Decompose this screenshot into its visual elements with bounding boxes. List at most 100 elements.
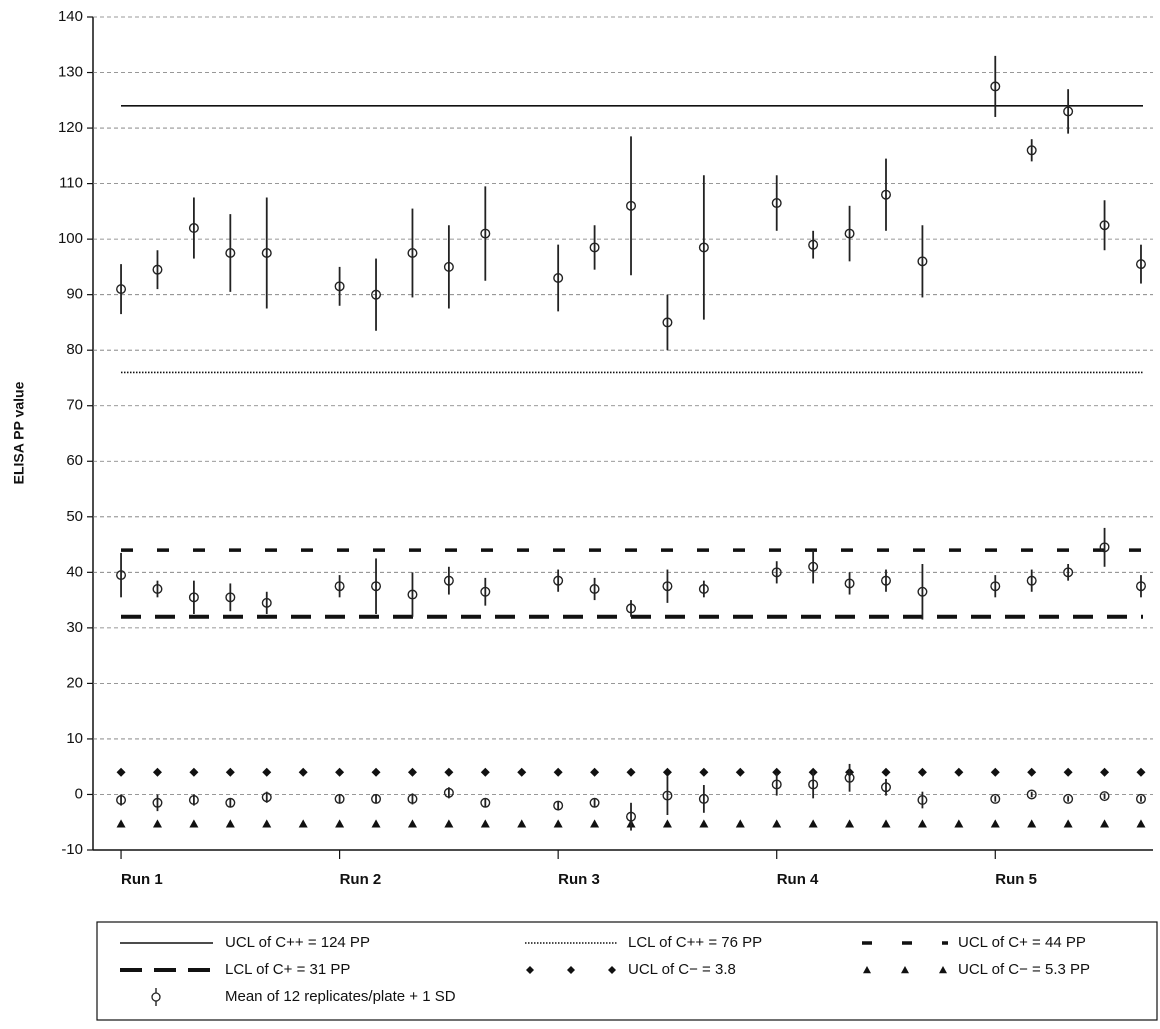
mean-point bbox=[844, 578, 855, 589]
diamond-marker bbox=[881, 767, 891, 777]
mean-point bbox=[1063, 567, 1074, 578]
mean-point bbox=[589, 797, 600, 808]
diamond-marker bbox=[1136, 767, 1146, 777]
mean-point bbox=[589, 242, 600, 253]
diamond-marker bbox=[699, 767, 709, 777]
legend-swatch bbox=[863, 966, 871, 974]
y-tick-label: -10 bbox=[61, 841, 83, 858]
mean-point bbox=[662, 317, 673, 328]
mean-point bbox=[1063, 793, 1074, 804]
diamond-marker bbox=[735, 767, 745, 777]
mean-point bbox=[880, 575, 891, 586]
diamond-marker bbox=[262, 767, 272, 777]
triangle-marker bbox=[881, 819, 891, 828]
mean-point bbox=[771, 567, 782, 578]
diamond-marker bbox=[225, 767, 235, 777]
mean-point bbox=[480, 228, 491, 239]
mean-point bbox=[771, 198, 782, 209]
triangle-marker bbox=[116, 819, 126, 828]
triangle-marker bbox=[262, 819, 272, 828]
mean-point bbox=[188, 592, 199, 603]
mean-point bbox=[880, 189, 891, 200]
mean-point bbox=[371, 793, 382, 804]
triangle-marker bbox=[662, 819, 672, 828]
diamond-marker bbox=[152, 767, 162, 777]
mean-point bbox=[443, 261, 454, 272]
y-tick-label: 70 bbox=[66, 397, 83, 414]
triangle-marker bbox=[917, 819, 927, 828]
y-tick-label: 110 bbox=[59, 175, 83, 192]
triangle-marker bbox=[152, 819, 162, 828]
x-tick-label: Run 1 bbox=[121, 871, 163, 888]
mean-point bbox=[880, 782, 891, 793]
triangle-marker bbox=[407, 819, 417, 828]
triangle-marker bbox=[444, 819, 454, 828]
diamond-marker bbox=[116, 767, 126, 777]
mean-point bbox=[116, 795, 127, 806]
diamond-marker bbox=[954, 767, 964, 777]
y-tick-label: 60 bbox=[66, 452, 83, 469]
diamond-marker bbox=[517, 767, 527, 777]
mean-point bbox=[990, 81, 1001, 92]
triangle-marker bbox=[1100, 819, 1110, 828]
mean-point bbox=[553, 575, 564, 586]
mean-point bbox=[917, 795, 928, 806]
mean-point bbox=[662, 581, 673, 592]
mean-point bbox=[771, 779, 782, 790]
mean-point bbox=[553, 800, 564, 811]
mean-point bbox=[626, 200, 637, 211]
mean-point bbox=[844, 772, 855, 783]
mean-point bbox=[225, 248, 236, 259]
legend-label: UCL of C− = 3.8 bbox=[628, 961, 736, 978]
y-tick-label: 30 bbox=[66, 619, 83, 636]
mean-point bbox=[407, 248, 418, 259]
mean-point bbox=[116, 570, 127, 581]
triangle-marker bbox=[371, 819, 381, 828]
diamond-marker bbox=[772, 767, 782, 777]
mean-point bbox=[626, 811, 637, 822]
legend-swatch bbox=[939, 966, 947, 974]
mean-point bbox=[152, 583, 163, 594]
legend-label: UCL of C++ = 124 PP bbox=[225, 934, 370, 951]
mean-point bbox=[1135, 581, 1146, 592]
y-tick-label: 140 bbox=[58, 8, 83, 25]
mean-point bbox=[480, 797, 491, 808]
mean-point bbox=[152, 264, 163, 275]
x-tick-label: Run 5 bbox=[995, 871, 1037, 888]
triangle-marker bbox=[735, 819, 745, 828]
mean-point bbox=[990, 793, 1001, 804]
triangle-marker bbox=[1027, 819, 1037, 828]
triangle-marker bbox=[990, 819, 1000, 828]
mean-point bbox=[334, 281, 345, 292]
triangle-marker bbox=[808, 819, 818, 828]
diamond-marker bbox=[590, 767, 600, 777]
mean-point bbox=[698, 242, 709, 253]
mean-point bbox=[261, 792, 272, 803]
triangle-marker bbox=[772, 819, 782, 828]
mean-point bbox=[261, 248, 272, 259]
mean-point bbox=[990, 581, 1001, 592]
diamond-marker bbox=[371, 767, 381, 777]
mean-point bbox=[1135, 259, 1146, 270]
y-tick-label: 100 bbox=[58, 230, 83, 247]
triangle-marker bbox=[954, 819, 964, 828]
mean-point bbox=[662, 790, 673, 801]
diamond-marker bbox=[1100, 767, 1110, 777]
mean-point bbox=[1063, 106, 1074, 117]
diamond-marker bbox=[553, 767, 563, 777]
mean-point bbox=[225, 797, 236, 808]
mean-point bbox=[261, 597, 272, 608]
legend-label: UCL of C− = 5.3 PP bbox=[958, 961, 1090, 978]
legend-swatch bbox=[567, 966, 575, 974]
mean-point bbox=[1026, 145, 1037, 156]
triangle-marker bbox=[553, 819, 563, 828]
x-tick-label: Run 3 bbox=[558, 871, 600, 888]
diamond-marker bbox=[917, 767, 927, 777]
mean-point bbox=[808, 561, 819, 572]
mean-point bbox=[334, 581, 345, 592]
mean-point bbox=[225, 592, 236, 603]
mean-point bbox=[553, 273, 564, 284]
mean-point bbox=[1026, 789, 1037, 800]
mean-point bbox=[698, 583, 709, 594]
mean-point bbox=[480, 586, 491, 597]
